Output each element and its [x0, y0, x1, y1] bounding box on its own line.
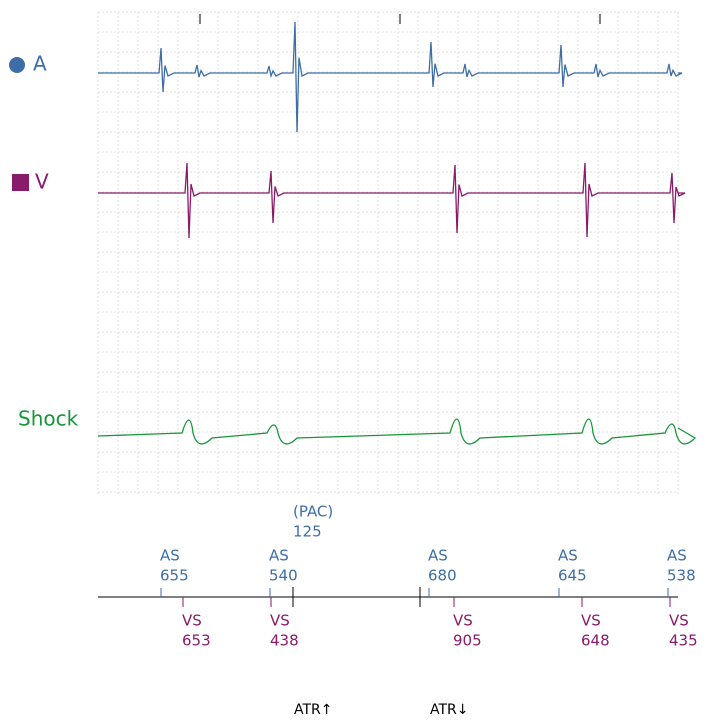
- atrial-waveform: [98, 21, 683, 133]
- marker-label: AS: [160, 547, 180, 565]
- channel-label: Shock: [18, 407, 79, 431]
- channel-label: V: [35, 170, 49, 194]
- marker-label: VS: [581, 612, 601, 630]
- marker-label: AS: [558, 547, 578, 565]
- marker-label: VS: [453, 612, 473, 630]
- marker-label: VS: [182, 612, 202, 630]
- event-label: ATR↑: [294, 702, 333, 718]
- marker-interval: 538: [667, 567, 696, 585]
- pac-label: (PAC): [293, 503, 333, 521]
- grid: [97, 11, 679, 495]
- marker-label: AS: [428, 547, 448, 565]
- channel-label: A: [33, 52, 47, 76]
- pac-interval: 125: [293, 523, 322, 541]
- marker-interval: 680: [428, 567, 457, 585]
- marker-interval: 435: [669, 632, 698, 650]
- marker-label: VS: [669, 612, 689, 630]
- marker-interval: 540: [269, 567, 298, 585]
- marker-interval: 648: [581, 632, 610, 650]
- marker-label: VS: [270, 612, 290, 630]
- atrial-icon: [9, 57, 25, 73]
- ventricular-waveform: [98, 162, 686, 239]
- marker-label: AS: [667, 547, 687, 565]
- ventricular-icon: [12, 174, 29, 191]
- shock-waveform: [97, 418, 697, 445]
- marker-interval: 655: [160, 567, 189, 585]
- marker-label: AS: [269, 547, 289, 565]
- marker-interval: 905: [453, 632, 482, 650]
- marker-interval: 438: [270, 632, 299, 650]
- marker-interval: 653: [182, 632, 211, 650]
- marker-interval: 645: [558, 567, 587, 585]
- event-label: ATR↓: [430, 702, 469, 718]
